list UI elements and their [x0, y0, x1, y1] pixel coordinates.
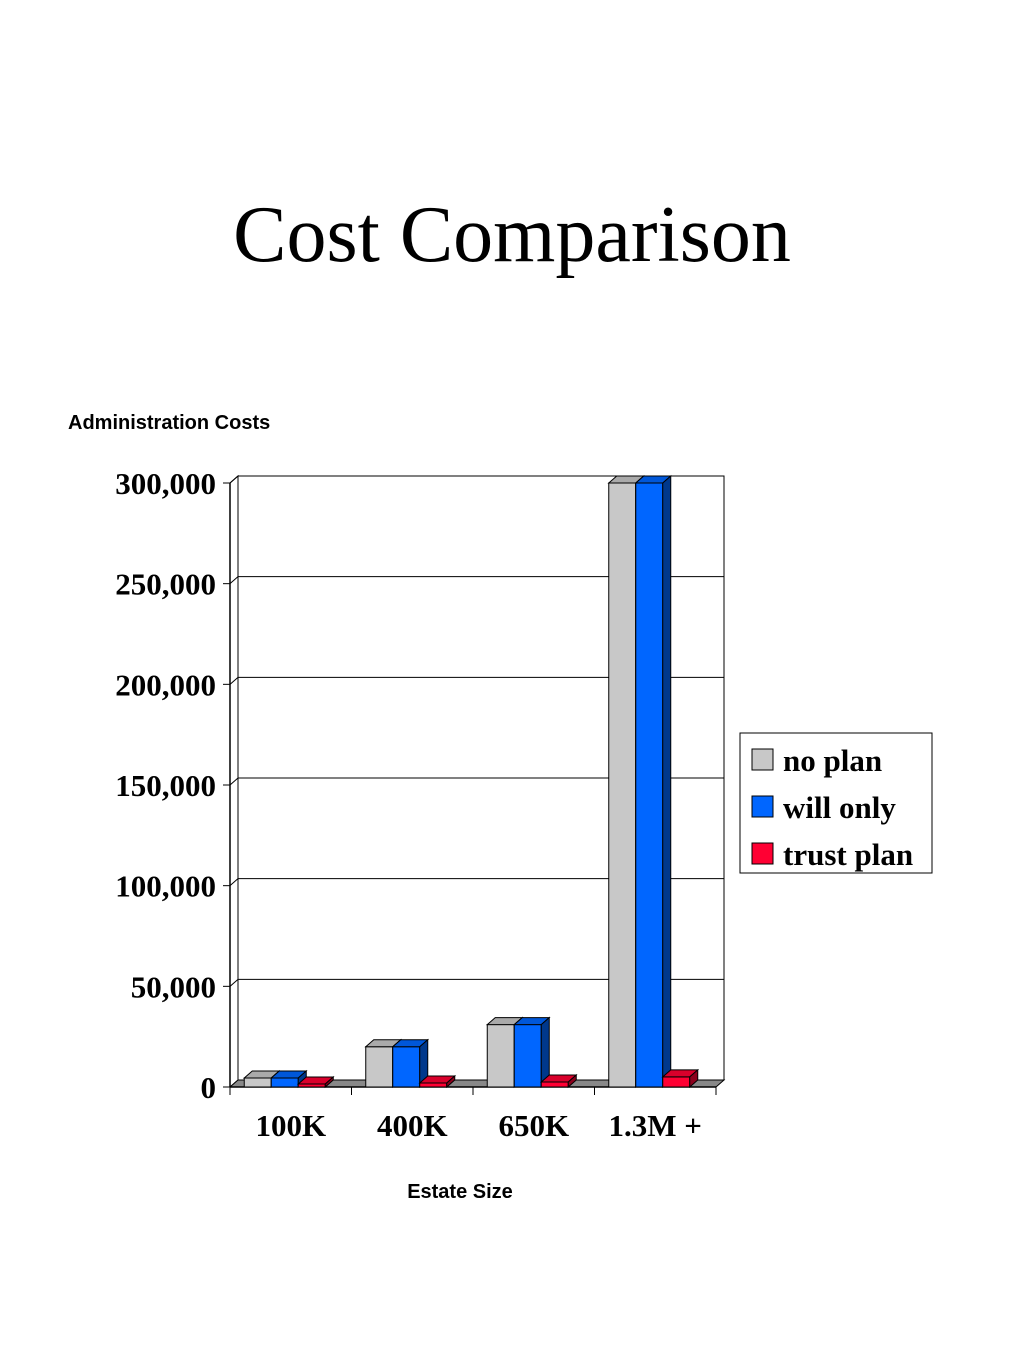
gridline-side	[229, 878, 239, 887]
chart-labels: 0 50,000 100,000 150,000 200,000 250,000 300,0…	[115, 466, 702, 1143]
bar	[391, 1038, 430, 1089]
bar-side	[689, 1068, 699, 1089]
x-axis-title: Estate Size	[407, 1181, 513, 1203]
bar-front	[270, 1077, 299, 1088]
bar-front	[513, 1024, 542, 1088]
x-tick-label: 100K	[255, 1108, 326, 1143]
bar	[296, 1075, 335, 1089]
slide-title: Cost Comparison	[233, 191, 791, 279]
x-tick-label: 400K	[377, 1108, 448, 1143]
gridline-side	[229, 978, 239, 987]
chart-bars	[242, 474, 700, 1089]
y-tick-label: 0	[201, 1070, 217, 1105]
legend-swatch	[751, 795, 774, 818]
gridline-side	[229, 777, 239, 786]
bar	[418, 1074, 457, 1089]
bar-front	[243, 1077, 272, 1088]
gridline-side	[229, 475, 239, 484]
y-tick-label: 200,000	[115, 667, 216, 702]
legend-swatch	[751, 842, 774, 865]
bar-front	[419, 1082, 448, 1088]
bar	[634, 474, 673, 1089]
bar-front	[635, 482, 664, 1088]
bar	[661, 1068, 700, 1089]
gridline-side	[229, 576, 239, 585]
bar-side	[662, 474, 672, 1089]
legend-label: will only	[783, 790, 896, 825]
y-tick-label: 50,000	[131, 969, 216, 1004]
y-tick-label: 100,000	[115, 869, 216, 904]
gridline-side	[229, 676, 239, 685]
bar-front	[365, 1046, 394, 1088]
legend-label: no plan	[783, 743, 882, 778]
bar-side	[324, 1075, 334, 1089]
bar	[512, 1016, 551, 1089]
y-tick-label: 300,000	[115, 466, 216, 501]
bar-side	[446, 1074, 456, 1089]
legend-label: trust plan	[783, 837, 913, 872]
legend-swatch	[751, 748, 774, 771]
bar-side	[567, 1073, 577, 1089]
bar-front	[486, 1024, 515, 1088]
bar-front	[540, 1081, 569, 1088]
bar-front	[608, 482, 637, 1088]
bar-front	[662, 1076, 691, 1088]
x-tick-label: 650K	[498, 1108, 569, 1143]
y-tick-label: 250,000	[115, 567, 216, 602]
x-tick-label: 1.3M +	[609, 1108, 702, 1143]
chart-title: Administration Costs	[68, 412, 271, 434]
chart-legend: no plan will only trust plan	[739, 732, 933, 874]
bar-front	[392, 1046, 421, 1088]
bar	[539, 1073, 578, 1089]
y-tick-label: 150,000	[115, 768, 216, 803]
